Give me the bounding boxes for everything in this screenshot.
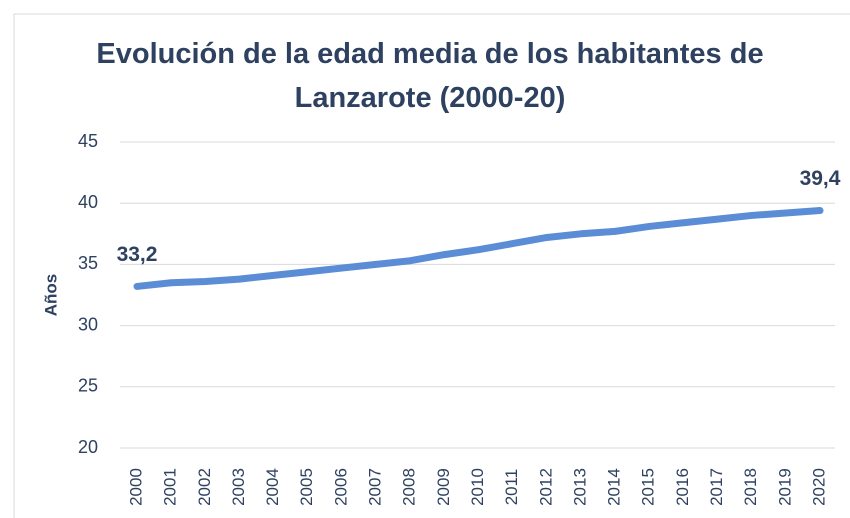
data-label: 39,4 xyxy=(800,167,841,190)
x-tick-label: 2020 xyxy=(809,468,828,506)
x-tick-label: 2013 xyxy=(570,468,589,506)
x-tick-label: 2011 xyxy=(502,469,521,506)
data-label: 33,2 xyxy=(117,243,158,266)
y-tick-label: 20 xyxy=(78,437,98,457)
x-tick-label: 2002 xyxy=(195,468,214,506)
x-tick-label: 2010 xyxy=(468,468,487,506)
x-tick-label: 2003 xyxy=(229,468,248,506)
x-tick-label: 2016 xyxy=(673,468,692,506)
y-tick-label: 35 xyxy=(78,253,98,273)
x-tick-label: 2009 xyxy=(434,468,453,506)
data-line xyxy=(133,207,824,290)
y-tick-label: 25 xyxy=(78,376,98,396)
x-tick-label: 2014 xyxy=(605,468,624,506)
x-tick-label: 2017 xyxy=(707,468,726,506)
y-tick-label: 45 xyxy=(78,131,98,151)
x-tick-label: 2019 xyxy=(775,468,794,506)
y-axis-label: Años xyxy=(41,274,60,317)
x-tick-label: 2012 xyxy=(536,468,555,506)
y-tick-label: 30 xyxy=(78,314,98,334)
x-tick-label: 2001 xyxy=(161,468,180,506)
y-tick-label: 40 xyxy=(78,192,98,212)
x-tick-label: 2000 xyxy=(126,468,145,506)
chart-border xyxy=(13,13,850,518)
x-tick-label: 2018 xyxy=(741,468,760,506)
chart-title: Evolución de la edad media de los habita… xyxy=(96,38,764,114)
x-tick-label: 2008 xyxy=(400,468,419,506)
x-tick-label: 2006 xyxy=(331,468,350,506)
x-tick-label: 2007 xyxy=(366,468,385,506)
x-tick-label: 2004 xyxy=(263,468,282,506)
x-tick-label: 2015 xyxy=(639,468,658,506)
x-tick-label: 2005 xyxy=(297,468,316,506)
